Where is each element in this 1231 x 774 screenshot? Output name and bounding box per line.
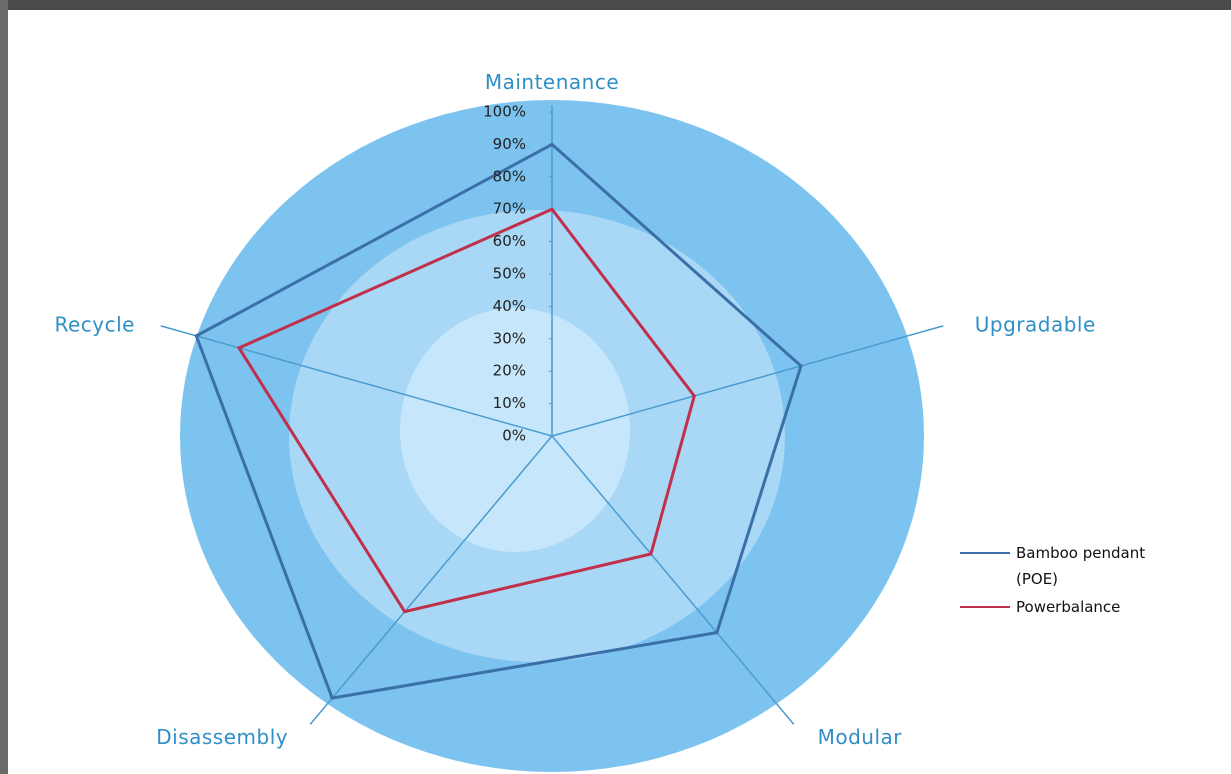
chart: Maintenance Upgradable Modular Disassembly R… [0, 0, 1231, 774]
y-tick-label: 0% [502, 427, 526, 445]
photo-edge [0, 0, 1231, 10]
series-vertex [799, 364, 802, 367]
page: Maintenance Upgradable Modular Disassembly R… [0, 0, 1231, 774]
legend-label: Bamboo pendant (POE) [1016, 540, 1156, 592]
axis-label: Modular [818, 725, 903, 749]
series-vertex [551, 143, 554, 146]
legend-swatch [960, 606, 1010, 608]
series-vertex [403, 610, 406, 613]
legend-item: Bamboo pendant (POE) [960, 540, 1220, 592]
y-tick-label: 70% [493, 200, 526, 218]
axis-label: Disassembly [156, 725, 288, 749]
y-tick-label: 50% [493, 265, 526, 283]
axis-label: Maintenance [485, 70, 619, 94]
y-tick-label: 80% [493, 167, 526, 185]
y-tick-label: 40% [493, 297, 526, 315]
series-vertex [693, 394, 696, 397]
series-vertex [331, 697, 334, 700]
legend-item: Powerbalance [960, 594, 1220, 620]
y-tick-label: 20% [493, 362, 526, 380]
series-vertex [715, 631, 718, 634]
photo-edge [0, 0, 8, 774]
series-vertex [195, 334, 198, 337]
legend-swatch [960, 552, 1010, 554]
y-tick-label: 90% [493, 135, 526, 153]
y-tick-label: 100% [483, 103, 526, 121]
axis-label: Upgradable [975, 312, 1096, 336]
y-tick-label: 10% [493, 394, 526, 412]
y-tick-label: 60% [493, 232, 526, 250]
series-vertex [237, 346, 240, 349]
series-vertex [551, 208, 554, 211]
y-tick-label: 30% [493, 329, 526, 347]
series-vertex [649, 552, 652, 555]
legend: Bamboo pendant (POE)Powerbalance [960, 540, 1220, 622]
axis-label: Recycle [54, 312, 135, 336]
legend-label: Powerbalance [1016, 594, 1206, 620]
